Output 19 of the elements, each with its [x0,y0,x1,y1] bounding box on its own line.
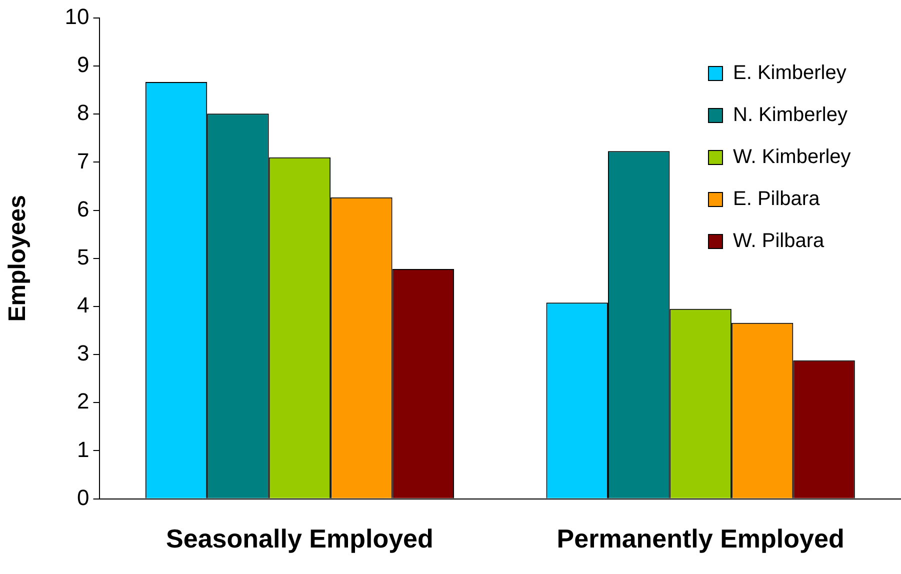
y-tick-label: 0 [77,484,90,510]
y-tick-label: 3 [77,340,90,366]
legend-label: E. Kimberley [733,61,846,86]
y-tick-label: 8 [77,100,90,126]
legend-label: E. Pilbara [733,187,820,212]
y-tick-label: 2 [77,388,90,414]
x-tick-label: Seasonally Employed [166,524,434,554]
y-tick-label: 4 [77,292,90,318]
y-tick-label: 9 [77,52,90,78]
y-tick-label: 5 [77,244,90,270]
y-tick-label: 7 [77,148,90,174]
legend-label: N. Kimberley [733,103,848,128]
legend-label: W. Pilbara [733,229,824,254]
y-tick-label: 1 [77,436,90,462]
y-tick-label: 10 [64,4,90,30]
y-tick-label: 6 [77,196,90,222]
y-axis-title: Employees [4,195,32,322]
legend-label: W. Kimberley [733,145,851,170]
x-tick-label: Permanently Employed [556,524,844,554]
